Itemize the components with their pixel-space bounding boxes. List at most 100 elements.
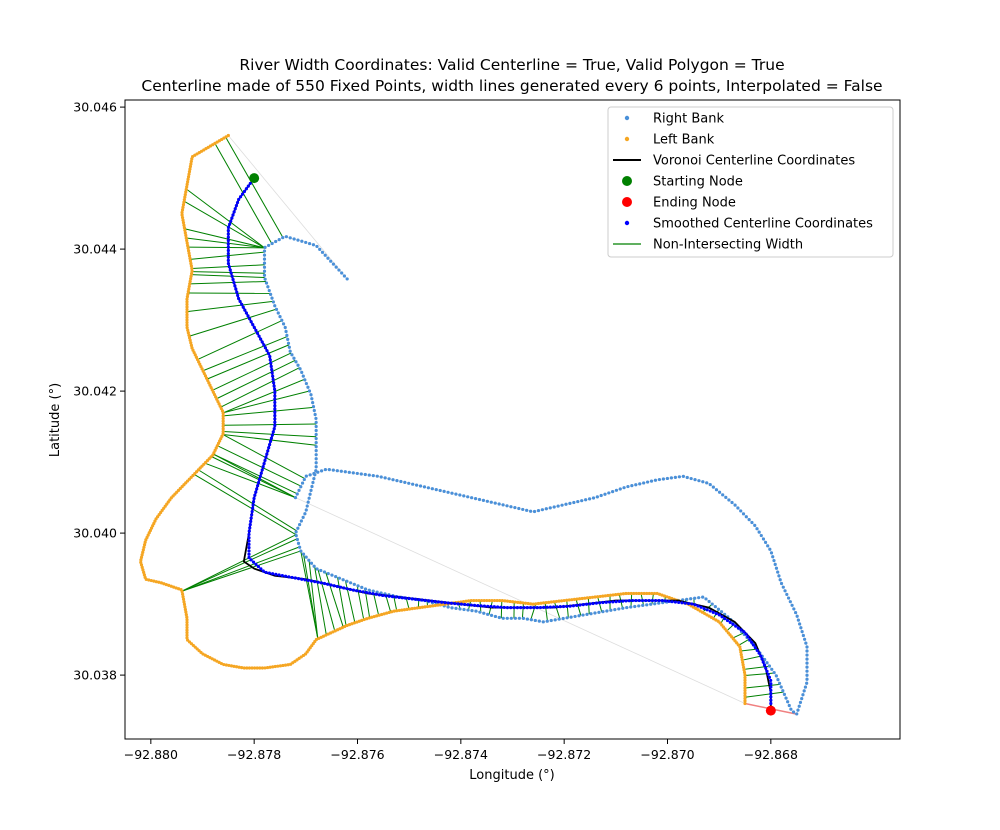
smoothed-centerline-point <box>472 603 477 607</box>
smoothed-centerline-point <box>761 660 765 664</box>
smoothed-centerline-point <box>381 593 385 598</box>
right-bank-point <box>617 607 621 611</box>
left-bank-point <box>662 594 667 598</box>
right-bank-point <box>548 506 552 510</box>
right-bank-point <box>307 241 312 246</box>
smoothed-centerline-point <box>552 605 556 609</box>
width-line <box>181 550 301 592</box>
left-bank-point <box>474 598 479 603</box>
legend-entry: Non-Intersecting Width <box>613 238 803 253</box>
left-bank-point <box>407 607 412 611</box>
left-bank-point <box>185 628 189 632</box>
right-bank-point <box>757 530 761 534</box>
smoothed-centerline-point <box>394 595 398 599</box>
left-bank-point <box>743 688 747 693</box>
left-bank-point <box>224 663 228 667</box>
smoothed-centerline-point <box>259 471 263 475</box>
smoothed-centerline-point <box>241 305 245 309</box>
left-bank-point <box>268 665 272 669</box>
width-line <box>225 136 284 238</box>
width-line <box>222 433 317 446</box>
smoothed-centerline-point <box>617 599 622 603</box>
left-bank-point <box>183 195 187 199</box>
width-line <box>189 308 277 337</box>
left-bank-point <box>575 597 579 601</box>
smoothed-centerline-point <box>287 575 291 579</box>
left-bank-point <box>181 218 185 222</box>
smoothed-centerline-point <box>232 281 236 285</box>
left-bank-point <box>187 170 192 174</box>
left-bank-point <box>503 599 507 603</box>
smoothed-centerline-point <box>231 277 235 282</box>
smoothed-centerline-point <box>630 598 635 603</box>
smoothed-centerline-point <box>254 490 258 494</box>
right-bank-point <box>340 271 344 275</box>
right-bank-point <box>685 475 689 480</box>
right-bank-point <box>438 488 442 493</box>
right-bank-point <box>657 601 661 605</box>
left-bank-point <box>182 223 186 227</box>
left-bank-point <box>185 241 189 245</box>
right-bank-point <box>763 540 768 544</box>
right-bank-point <box>391 478 395 482</box>
right-bank-point <box>805 653 809 657</box>
left-bank-point <box>187 254 192 258</box>
right-bank-point <box>312 477 316 481</box>
right-bank-point <box>697 596 701 600</box>
right-bank-point <box>681 474 685 479</box>
right-bank-point <box>296 363 300 367</box>
right-bank-point <box>553 618 557 622</box>
smoothed-centerline-point <box>591 601 595 606</box>
right-bank-point <box>360 585 364 590</box>
left-bank-point <box>624 591 628 596</box>
legend-swatch <box>624 136 630 142</box>
left-bank-point <box>278 664 283 668</box>
smoothed-centerline-point <box>232 210 236 214</box>
smoothed-centerline-point <box>234 287 238 291</box>
left-bank-point <box>511 600 515 604</box>
left-bank-point <box>670 596 674 601</box>
left-bank-point <box>516 600 520 604</box>
right-bank-point <box>521 616 526 621</box>
left-bank-point <box>185 315 189 319</box>
left-bank-point <box>185 185 189 189</box>
smoothed-centerline-point <box>769 701 773 706</box>
left-bank-point <box>570 598 574 602</box>
right-bank-point <box>302 477 306 482</box>
right-bank-point <box>805 677 809 681</box>
right-bank-point <box>298 545 302 549</box>
smoothed-centerline-point <box>400 596 404 600</box>
right-bank-point <box>568 501 572 505</box>
smoothed-centerline-point <box>584 602 589 606</box>
left-bank-point <box>221 427 225 431</box>
right-bank-point <box>263 245 267 249</box>
right-bank-point <box>323 253 327 257</box>
right-bank-point <box>761 537 766 541</box>
right-bank-point <box>587 497 592 501</box>
smoothed-centerline-point <box>673 600 678 604</box>
left-bank-point <box>632 591 636 596</box>
smoothed-centerline-point <box>280 573 284 578</box>
smoothed-centerline-point <box>345 587 349 591</box>
smoothed-centerline-point <box>322 581 327 586</box>
smoothed-centerline-point <box>306 578 310 583</box>
right-bank-point <box>802 689 806 693</box>
smoothed-centerline-point <box>683 601 687 605</box>
smoothed-centerline-point <box>677 600 681 605</box>
right-bank-point <box>294 360 298 364</box>
right-bank-point <box>777 681 782 685</box>
left-bank-point <box>240 666 244 670</box>
smoothed-centerline-point <box>249 320 253 324</box>
left-bank-point <box>580 596 584 601</box>
smoothed-centerline-point <box>296 577 301 581</box>
left-bank-point <box>539 601 543 605</box>
right-bank-point <box>708 482 712 487</box>
right-bank-point <box>299 485 303 489</box>
width-line <box>191 271 265 274</box>
left-bank-point <box>167 583 171 588</box>
left-bank-point <box>588 596 592 600</box>
right-bank-point <box>517 616 521 620</box>
left-bank-point <box>185 310 189 314</box>
right-bank-point <box>308 473 312 477</box>
right-bank-point <box>329 259 333 263</box>
